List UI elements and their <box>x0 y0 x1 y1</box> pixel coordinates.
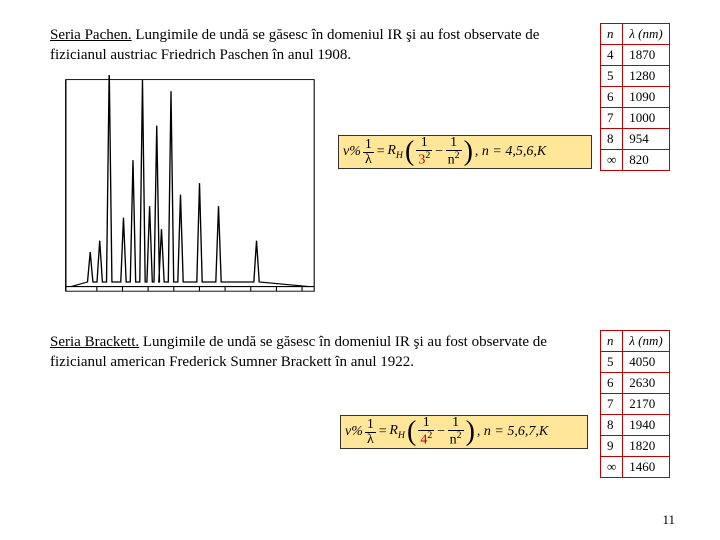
cell-lambda: 1280 <box>623 66 669 87</box>
f1-eq: = <box>376 144 385 160</box>
rparen-icon: ) <box>464 141 473 163</box>
cell-n: 6 <box>601 87 623 108</box>
cell-n: 7 <box>601 108 623 129</box>
table-row: 62630 <box>601 373 670 394</box>
cell-lambda: 1000 <box>623 108 669 129</box>
cell-n: ∞ <box>601 150 623 171</box>
table-row: 51280 <box>601 66 670 87</box>
section2-title: Seria Brackett. <box>50 334 139 350</box>
f1-term2: 1 n2 <box>446 136 462 168</box>
cell-lambda: 1820 <box>623 436 669 457</box>
cell-lambda: 1460 <box>623 457 669 478</box>
t1-h-lambda: λ (nm) <box>623 24 669 45</box>
brackett-table: n λ (nm) 5405062630721708194091820∞1460 <box>600 330 670 478</box>
f2-minus: − <box>436 424 445 440</box>
f2-tail: , n = 5,6,7,K <box>477 424 548 440</box>
spectrum-chart <box>55 75 325 305</box>
table-row: ∞1460 <box>601 457 670 478</box>
f1-tail: , n = 4,5,6,K <box>475 144 546 160</box>
cell-n: 8 <box>601 415 623 436</box>
cell-lambda: 1940 <box>623 415 669 436</box>
table-row: 91820 <box>601 436 670 457</box>
rparen-icon: ) <box>466 421 475 443</box>
t2-h-lambda: λ (nm) <box>623 331 669 352</box>
f1-term1: 1 32 <box>416 136 432 168</box>
section-brackett: Seria Brackett. Lungimile de undă se găs… <box>50 332 590 373</box>
formula-brackett: ν% 1 λ = RH ( 1 42 − 1 n2 ) , n = 5,6,7,… <box>340 415 588 449</box>
cell-lambda: 820 <box>623 150 669 171</box>
cell-n: 5 <box>601 352 623 373</box>
table-row: 41870 <box>601 45 670 66</box>
table-row: 8954 <box>601 129 670 150</box>
cell-n: 7 <box>601 394 623 415</box>
cell-lambda: 2630 <box>623 373 669 394</box>
section1-title: Seria Pachen. <box>50 27 132 43</box>
section-paschen: Seria Pachen. Lungimile de undă se găses… <box>50 25 590 66</box>
cell-n: 9 <box>601 436 623 457</box>
cell-lambda: 1090 <box>623 87 669 108</box>
paschen-table: n λ (nm) 418705128061090710008954∞820 <box>600 23 670 171</box>
cell-lambda: 1870 <box>623 45 669 66</box>
cell-n: ∞ <box>601 457 623 478</box>
f2-lhs-frac: 1 λ <box>365 418 376 447</box>
lparen-icon: ( <box>407 421 416 443</box>
f2-term1: 1 42 <box>418 416 434 448</box>
f1-lhs-frac: 1 λ <box>363 138 374 167</box>
f1-minus: − <box>434 144 443 160</box>
formula-paschen: ν% 1 λ = RH ( 1 32 − 1 n2 ) , n = 4,5,6,… <box>338 135 592 169</box>
lparen-icon: ( <box>405 141 414 163</box>
f2-eq: = <box>378 424 387 440</box>
f2-term2: 1 n2 <box>448 416 464 448</box>
cell-lambda: 4050 <box>623 352 669 373</box>
cell-lambda: 2170 <box>623 394 669 415</box>
cell-n: 4 <box>601 45 623 66</box>
table-row: ∞820 <box>601 150 670 171</box>
table-row: 71000 <box>601 108 670 129</box>
f1-prefix: ν% <box>343 144 361 160</box>
cell-n: 6 <box>601 373 623 394</box>
t2-h-n: n <box>601 331 623 352</box>
f1-R: RH <box>387 143 403 161</box>
page-number: 11 <box>662 512 675 528</box>
f2-prefix: ν% <box>345 424 363 440</box>
cell-lambda: 954 <box>623 129 669 150</box>
table-row: 72170 <box>601 394 670 415</box>
cell-n: 5 <box>601 66 623 87</box>
table-row: 81940 <box>601 415 670 436</box>
f2-R: RH <box>389 423 405 441</box>
table-row: 61090 <box>601 87 670 108</box>
cell-n: 8 <box>601 129 623 150</box>
table-row: 54050 <box>601 352 670 373</box>
t1-h-n: n <box>601 24 623 45</box>
